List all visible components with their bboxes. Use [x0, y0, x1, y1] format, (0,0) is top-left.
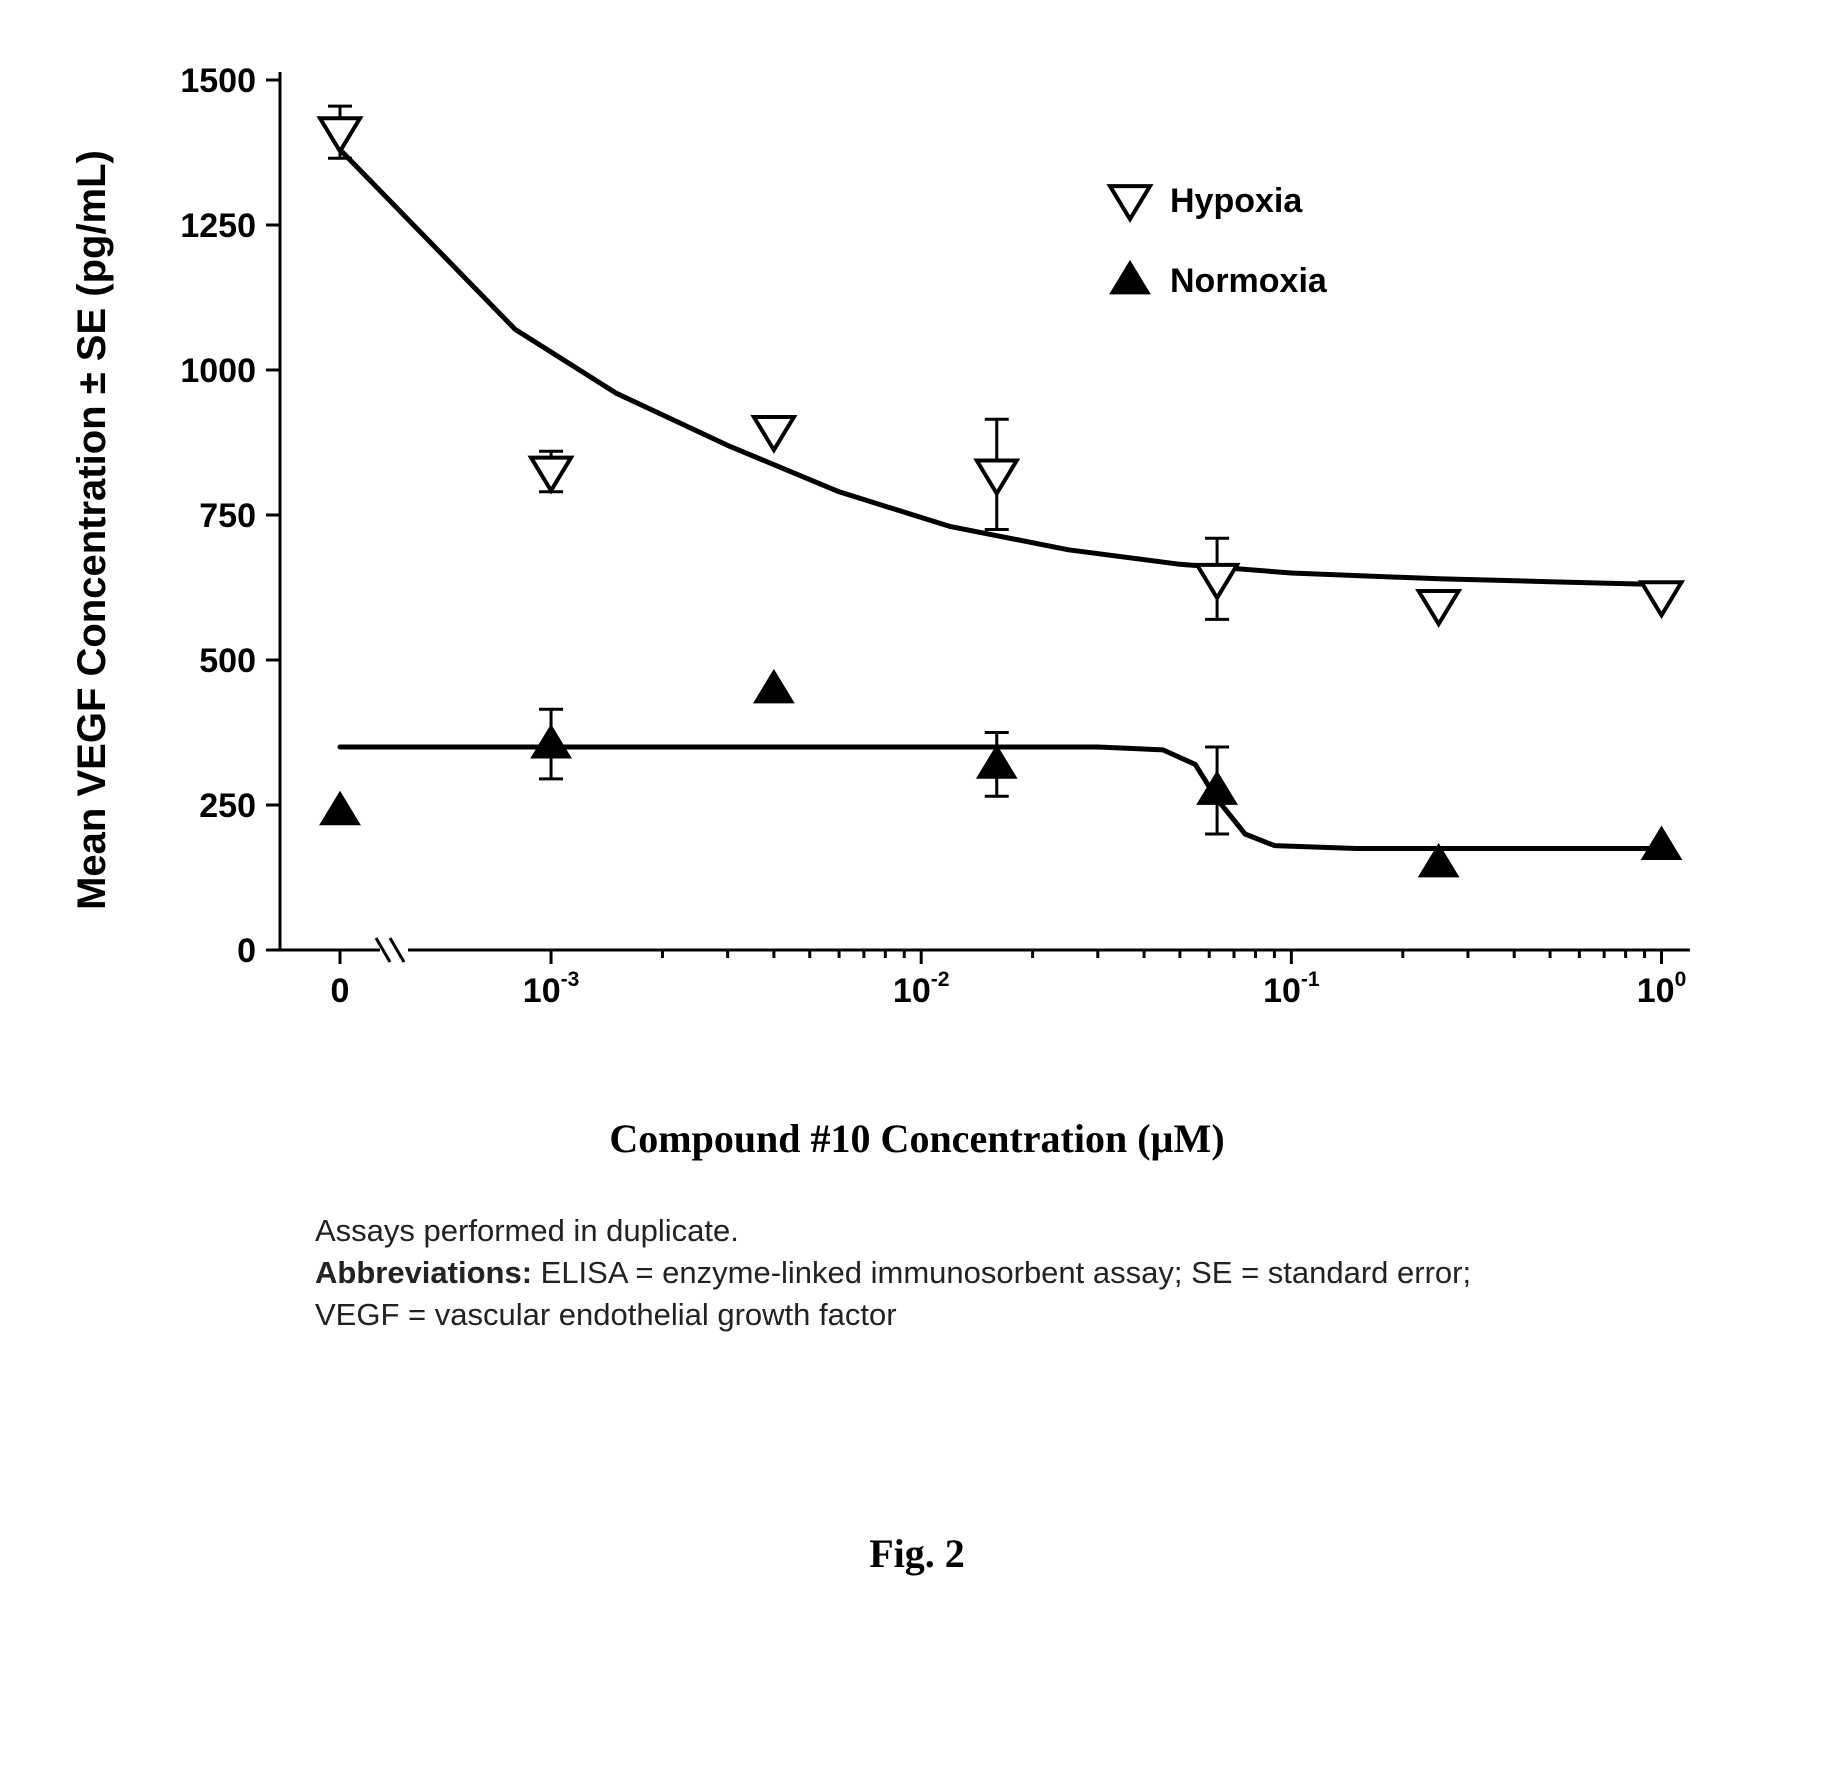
y-axis-label: Mean VEGF Concentration ± SE (pg/mL)	[70, 80, 115, 980]
y-tick-label: 250	[199, 787, 256, 825]
y-tick-label: 750	[199, 497, 256, 535]
data-marker	[754, 670, 794, 703]
y-tick-label: 500	[199, 642, 256, 680]
caption-abbrev-label: Abbreviations:	[315, 1255, 532, 1290]
data-marker	[977, 745, 1017, 778]
figure-caption: Assays performed in duplicate. Abbreviat…	[315, 1210, 1515, 1336]
x-axis-label: Compound #10 Concentration (µM)	[0, 1115, 1834, 1162]
legend-label: Hypoxia	[1170, 182, 1303, 220]
y-tick-label: 1250	[180, 207, 256, 245]
data-marker	[1641, 582, 1681, 615]
legend-marker	[1110, 186, 1150, 219]
data-marker	[1419, 591, 1459, 624]
chart-container: 0 250 500 750 1000 1250 1500 0 10-3 10-2 10-1 100 Hy…	[120, 50, 1720, 1050]
caption-line2: Abbreviations: ELISA = enzyme-linked imm…	[315, 1255, 1471, 1332]
data-marker	[754, 417, 794, 450]
legend-label: Normoxia	[1170, 262, 1328, 300]
data-marker	[1641, 826, 1681, 859]
data-marker	[531, 725, 571, 758]
data-marker	[977, 460, 1017, 493]
data-marker	[320, 118, 360, 151]
y-tick-label: 1500	[180, 62, 256, 100]
y-tick-label: 0	[237, 932, 256, 970]
axis-break-mark	[390, 938, 404, 962]
chart-svg: 0 250 500 750 1000 1250 1500 0 10-3 10-2 10-1 100 Hy…	[120, 50, 1720, 1050]
x-tick-label: 10-2	[893, 968, 950, 1010]
caption-line1: Assays performed in duplicate.	[315, 1213, 739, 1248]
figure-number-label: Fig. 2	[0, 1530, 1834, 1577]
x-tick-label: 10-1	[1263, 968, 1320, 1010]
x-tick-label: 100	[1637, 968, 1687, 1010]
fit-curve	[340, 150, 1661, 585]
data-marker	[320, 792, 360, 825]
data-marker	[1197, 565, 1237, 598]
y-tick-label: 1000	[180, 352, 256, 390]
x-tick-label: 10-3	[523, 968, 580, 1010]
y-axis-label-container: Mean VEGF Concentration ± SE (pg/mL)	[70, 80, 110, 980]
x-tick-label: 0	[331, 972, 350, 1010]
legend-marker	[1110, 261, 1150, 294]
figure-page: Mean VEGF Concentration ± SE (pg/mL) 0 25…	[0, 0, 1834, 1779]
data-marker	[531, 458, 571, 491]
